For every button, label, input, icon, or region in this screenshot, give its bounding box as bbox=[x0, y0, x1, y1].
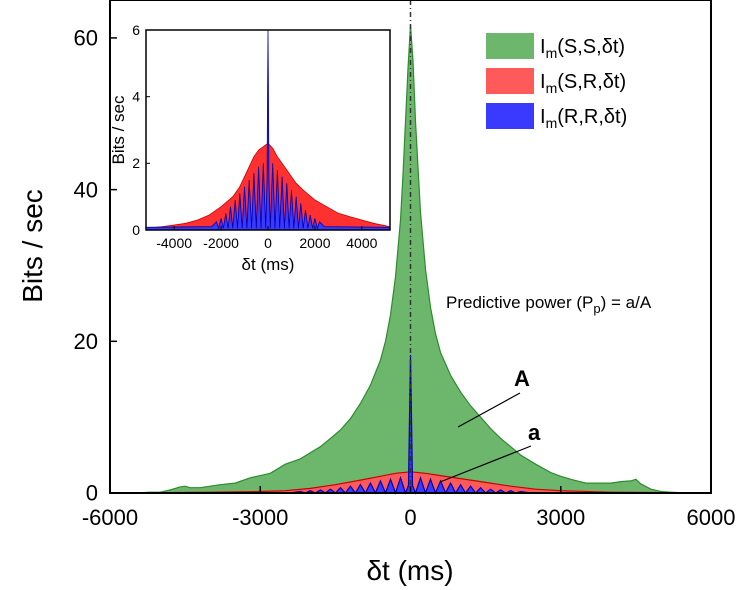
main-y-tick-label: 0 bbox=[86, 481, 98, 506]
main-x-tick-label: 0 bbox=[404, 505, 416, 530]
inset-y-tick-label: 0 bbox=[132, 222, 140, 238]
legend-entry: Im(R,R,δt) bbox=[486, 103, 627, 131]
main-x-axis-label: δt (ms) bbox=[366, 555, 453, 586]
inset-x-axis-label: δt (ms) bbox=[242, 255, 295, 274]
main-y-tick-label: 60 bbox=[74, 26, 98, 51]
main-x-tick-label: 3000 bbox=[536, 505, 585, 530]
inset-y-tick-label: 4 bbox=[132, 89, 140, 105]
legend-entry: Im(S,R,δt) bbox=[486, 68, 626, 96]
annotation-pointer-a bbox=[439, 445, 532, 483]
main-y-tick-label: 20 bbox=[74, 329, 98, 354]
annotation-label-a: a bbox=[528, 420, 541, 445]
legend-swatch-rr bbox=[486, 103, 534, 129]
main-x-tick-label: -3000 bbox=[232, 505, 288, 530]
inset-y-tick-label: 2 bbox=[132, 155, 140, 171]
legend-entry: Im(S,S,δt) bbox=[486, 33, 625, 61]
legend-swatch-sr bbox=[486, 68, 534, 94]
inset-y-tick-label: 6 bbox=[132, 22, 140, 38]
inset-area-series-1 bbox=[145, 29, 391, 231]
inset-plot: -4000 -2000 0 2000 4000 0 2 4 6 Bits / sec δt (m… bbox=[109, 22, 391, 274]
inset-x-tick-label: 4000 bbox=[346, 235, 377, 251]
main-x-tick-label: -6000 bbox=[82, 505, 138, 530]
inset-axis-ticks: -4000 -2000 0 2000 4000 0 2 4 6 bbox=[132, 22, 377, 251]
inset-x-tick-label: 2000 bbox=[299, 235, 330, 251]
main-x-tick-label: 6000 bbox=[687, 505, 736, 530]
legend-swatch-ss bbox=[486, 33, 534, 59]
main-y-axis-label: Bits / sec bbox=[17, 189, 48, 303]
inset-x-tick-label: -2000 bbox=[203, 235, 239, 251]
legend-label-sr: Im(S,R,δt) bbox=[540, 71, 626, 96]
legend-label-rr: Im(R,R,δt) bbox=[540, 106, 627, 131]
legend: Im(S,S,δt) Im(S,R,δt) Im(R,R,δt) bbox=[486, 33, 627, 131]
inset-x-tick-label: 0 bbox=[264, 235, 272, 251]
legend-label-ss: Im(S,S,δt) bbox=[540, 36, 625, 61]
inset-y-axis-label: Bits / sec bbox=[109, 95, 128, 164]
annotation-pointer-A bbox=[457, 392, 521, 428]
annotation-label-A: A bbox=[514, 366, 530, 391]
main-y-tick-label: 40 bbox=[74, 177, 98, 202]
inset-x-tick-label: -4000 bbox=[156, 235, 192, 251]
predictive-power-annotation: Predictive power (Pp) = a/A bbox=[446, 293, 652, 316]
inset-series-layer bbox=[145, 29, 391, 231]
main-area-series-0 bbox=[110, 24, 711, 494]
